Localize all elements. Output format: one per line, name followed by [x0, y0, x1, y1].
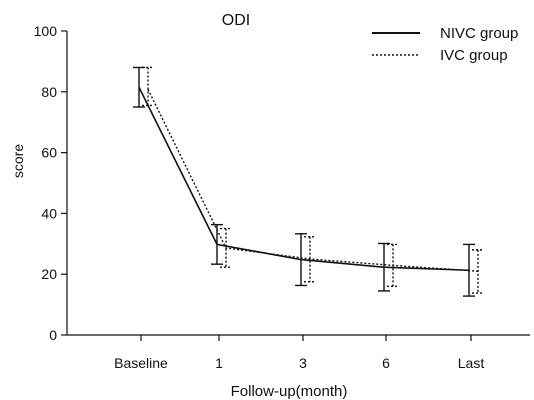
x-tick-label: 1 [215, 355, 223, 371]
x-tick-label: Last [458, 355, 485, 371]
legend: NIVC group IVC group [372, 25, 518, 64]
series-line [147, 89, 479, 272]
y-tick-label: 20 [41, 266, 57, 282]
legend-label: IVC group [440, 47, 508, 64]
chart-title: ODI [222, 12, 250, 29]
y-tick-label: 80 [41, 84, 57, 100]
y-tick-label: 40 [41, 205, 57, 221]
error-bar [220, 227, 232, 268]
x-tick-label: Baseline [114, 355, 168, 371]
y-tick-label: 100 [34, 23, 58, 39]
legend-label: NIVC group [440, 25, 518, 42]
error-bar [472, 249, 484, 294]
y-tick-label: 0 [49, 327, 57, 343]
y-tick-label: 60 [41, 145, 57, 161]
y-axis-ticks: 0 20 40 60 80 100 [34, 23, 67, 343]
x-tick-label: 6 [382, 355, 390, 371]
series-layer [133, 66, 484, 297]
error-bar [142, 66, 154, 107]
x-tick-label: 3 [299, 355, 307, 371]
y-axis-label: score [10, 144, 26, 178]
series-2 [142, 66, 484, 294]
error-bar [304, 236, 316, 283]
series-line [138, 86, 470, 272]
series-1 [133, 66, 475, 297]
x-axis-label: Follow-up(month) [231, 383, 348, 400]
x-axis-ticks: Baseline 1 3 6 Last [114, 335, 484, 371]
